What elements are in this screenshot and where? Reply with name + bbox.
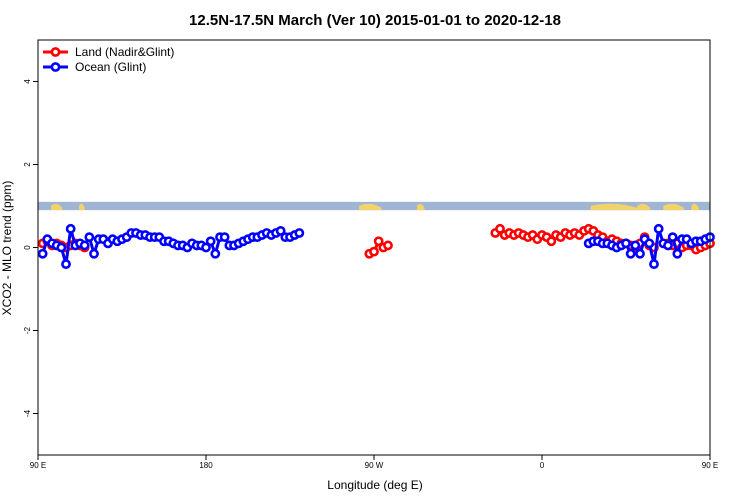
- series-2-point-6: [61, 259, 71, 269]
- land-patch-6: [637, 203, 651, 211]
- x-tick-label: 180: [199, 461, 213, 470]
- x-tick-label: 90 E: [702, 461, 718, 470]
- series-2-point-40: [219, 232, 230, 243]
- series-2-point-12: [89, 248, 99, 259]
- x-axis-label: Longitude (deg E): [327, 478, 422, 492]
- series-2-point-11: [84, 232, 95, 243]
- series-2-point-65: [621, 238, 631, 249]
- land-patch-3: [359, 203, 382, 211]
- series-2-point-74: [663, 240, 673, 251]
- series-1-point-17: [495, 223, 505, 234]
- chart-title: 12.5N-17.5N March (Ver 10) 2015-01-01 to…: [189, 12, 561, 29]
- legend-label-1: Land (Nadir&Glint): [75, 45, 174, 59]
- x-tick-label: 0: [540, 461, 545, 470]
- series-2-point-7: [65, 223, 76, 234]
- series-1-point-13: [373, 236, 384, 247]
- y-tick-label: -2: [23, 326, 32, 334]
- series-1-point-28: [546, 236, 557, 247]
- series-2-point-70: [644, 238, 655, 249]
- series-2-point-52: [275, 225, 286, 236]
- series-2-point-76: [672, 248, 683, 259]
- series-2-point-36: [201, 242, 211, 253]
- y-tick-label: 2: [23, 162, 32, 167]
- series-1-point-12: [369, 246, 379, 257]
- x-tick-label: 90 E: [30, 461, 46, 470]
- land-patch-7: [663, 203, 684, 211]
- series-2-point-10: [79, 240, 90, 251]
- land-patch-4: [416, 203, 425, 211]
- series-2-point-1: [37, 248, 48, 259]
- series-2-point-75: [667, 232, 678, 243]
- land-patch-5: [590, 203, 638, 211]
- y-tick-label: 0: [23, 245, 32, 250]
- land-patch-8: [691, 203, 699, 211]
- series-2-point-72: [653, 223, 664, 234]
- legend-marker-1: [50, 47, 61, 57]
- y-tick-label: 4: [23, 79, 32, 84]
- series-2-point-5: [56, 242, 67, 253]
- legend-label-2: Ocean (Glint): [75, 60, 146, 74]
- series-1-point-15: [383, 240, 393, 251]
- y-axis-label: XCO2 - MLO trend (ppm): [0, 181, 14, 316]
- series-2-point-71: [649, 259, 659, 269]
- legend-marker-2: [50, 62, 61, 72]
- series-2-point-66: [625, 248, 636, 259]
- land-patch-1: [51, 203, 63, 211]
- series-2-point-38: [210, 248, 221, 259]
- series-2-point-68: [635, 248, 645, 259]
- x-tick-label: 90 W: [365, 461, 384, 470]
- y-tick-label: -4: [23, 409, 32, 417]
- land-patch-2: [79, 203, 85, 211]
- series-2-point-37: [205, 236, 216, 247]
- series-2-point-56: [294, 228, 305, 238]
- series-2-point-67: [630, 240, 641, 251]
